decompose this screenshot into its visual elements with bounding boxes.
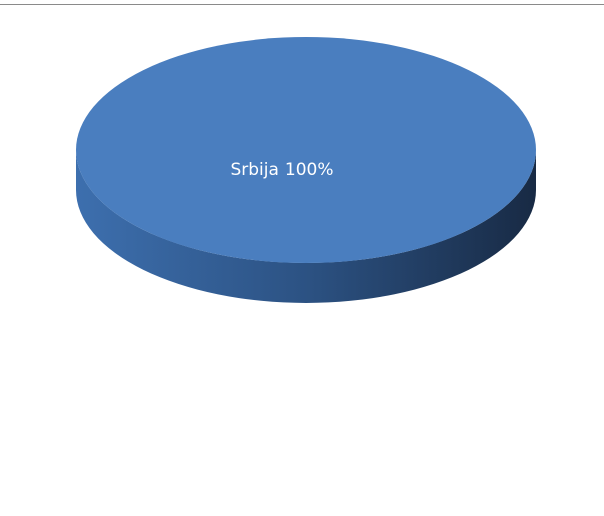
pie-slice — [76, 37, 536, 263]
data-label: Srbija 100% — [230, 160, 333, 180]
pie: Srbija 100% — [76, 37, 536, 303]
pie-side — [76, 150, 536, 303]
label-value: 100% — [285, 160, 334, 180]
label-category: Srbija — [230, 160, 278, 180]
